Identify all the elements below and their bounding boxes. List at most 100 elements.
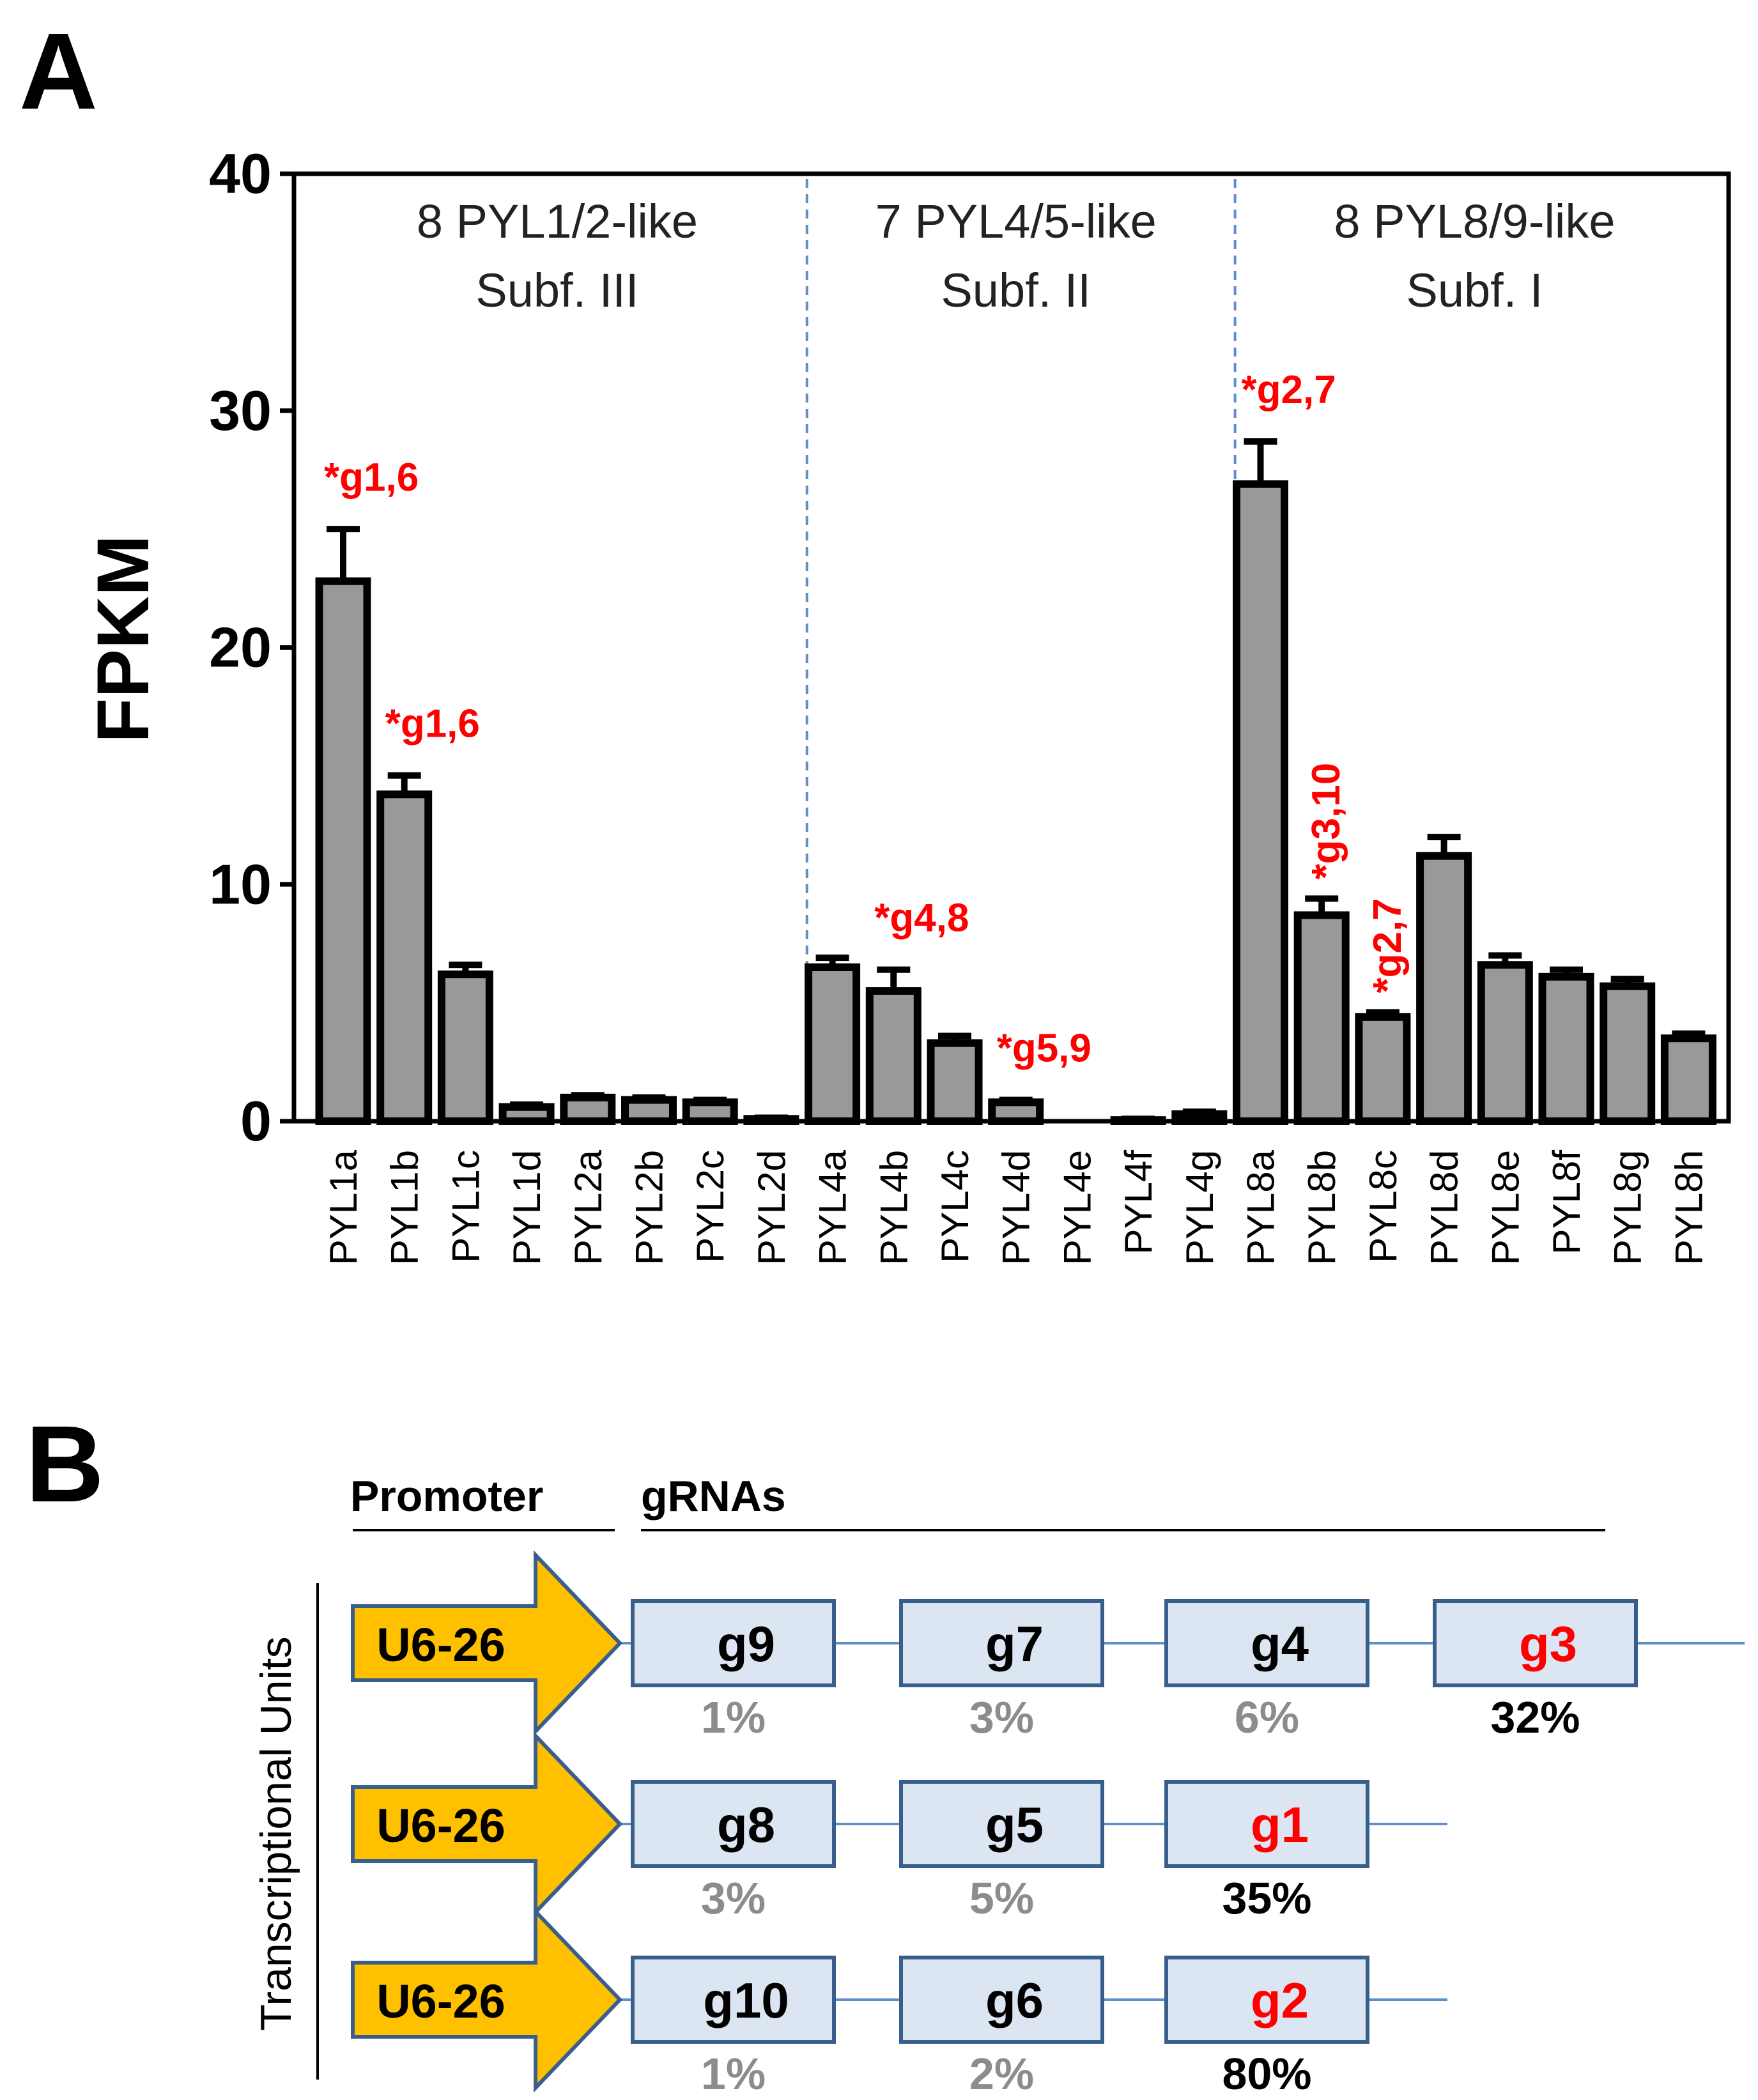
bar-PYL8c [1355,1013,1411,1125]
promoter-label: U6-26 [376,1618,505,1671]
group-label-line2: Subf. III [475,264,638,317]
grna-label: g5 [985,1797,1044,1853]
bar-PYL8b [1293,911,1350,1125]
promoter-label: U6-26 [376,1799,505,1852]
y-tick-label: 20 [209,616,272,679]
bar-PYL1c [437,970,493,1126]
bar-PYL2a [560,1093,616,1126]
grna-label: g7 [985,1616,1044,1672]
bar-PYL8h [1660,1034,1716,1126]
grna-box-g7 [899,1599,1104,1687]
grna-label: g8 [717,1797,775,1853]
x-tick-label: PYL2a [567,1149,610,1265]
transcriptional-units: U6-26 g9 1% g7 3% g4 6% g3 32% U6-26 g8 3% g5 5% g1 35%… [351,1550,1745,2099]
x-tick-label: PYL4f [1117,1150,1160,1255]
x-tick-label: PYL8b [1300,1150,1343,1265]
x-tick-label: PYL1c [444,1150,487,1263]
grna-efficiency: 6% [1235,1692,1299,1742]
x-tick-label: PYL4c [934,1150,976,1263]
grna-box-g9 [631,1599,836,1687]
y-axis-label: FPKM [82,535,164,743]
grna-label: g3 [1519,1616,1577,1672]
x-tick-label: PYL4b [872,1150,915,1265]
grna-box-g8 [631,1780,836,1868]
x-tick-label: PYL8g [1607,1150,1649,1265]
bar-PYL2b [621,1096,677,1125]
x-tick-label: PYL8a [1240,1149,1283,1265]
bar-annotation: *g5,9 [997,1027,1091,1071]
grna-label: g4 [1251,1616,1309,1672]
x-tick-label: PYL8h [1667,1150,1710,1265]
grna-efficiency: 3% [701,1873,766,1923]
bar-annotation: *g1,6 [324,456,419,500]
x-tick-label: PYL1d [505,1150,548,1265]
bar-annotation: *g3,10 [1304,763,1348,880]
promoter-arrow [351,1731,623,1917]
grna-efficiency: 80% [1222,2049,1311,2099]
x-tick-label: PYL4e [1056,1150,1099,1265]
x-tick-label: PYL1a [322,1149,365,1265]
group-label-line1: 7 PYL4/5-like [875,195,1157,248]
bar-PYL8f [1538,972,1594,1126]
promoter-header: Promoter [350,1472,543,1521]
bar-PYL4g [1171,1110,1228,1125]
group-label-line2: Subf. II [941,264,1090,317]
grna-box-g5 [899,1780,1104,1868]
x-tick-label: PYL8d [1423,1150,1466,1265]
grna-efficiency: 3% [969,1692,1034,1742]
x-tick-label: PYL2d [750,1150,793,1265]
bar-PYL2c [682,1098,738,1125]
grnas-header: gRNAs [641,1472,786,1521]
x-tick-label: PYL8c [1362,1150,1405,1263]
bar-PYL4d [988,1098,1044,1125]
grna-label: g1 [1251,1797,1309,1853]
promoter-arrow [351,1906,623,2093]
x-tick-label: PYL2c [689,1150,732,1263]
x-tick-label: PYL8e [1484,1150,1527,1265]
grna-efficiency: 2% [969,2049,1034,2099]
x-tick-label: PYL8f [1545,1150,1588,1255]
group-label-line1: 8 PYL8/9-like [1334,195,1615,248]
promoter-label: U6-26 [376,1975,505,2028]
grna-efficiency: 32% [1490,1692,1580,1742]
grna-efficiency: 1% [701,2049,766,2099]
grna-efficiency: 1% [701,1692,766,1742]
transcriptional-units-label: Transcriptional Units [252,1636,300,2030]
grna-efficiency: 35% [1222,1873,1311,1923]
bar-PYL8g [1600,982,1656,1125]
y-tick-label: 30 [209,379,272,442]
x-tick-label: PYL4d [995,1150,1038,1265]
y-tick-label: 10 [209,852,272,916]
grna-box-g2 [1164,1956,1369,2044]
x-tick-label: PYL4g [1178,1150,1221,1265]
bar-PYL4a [805,963,861,1125]
x-tick-label: PYL2b [628,1150,671,1265]
panel-b-label: B [26,1404,104,1525]
promoter-arrow [351,1550,623,1736]
bar-annotation: *g4,8 [874,896,969,940]
bar-PYL8a [1233,480,1288,1125]
bar-annotation: *g1,6 [385,702,480,746]
bar-PYL8d [1416,852,1472,1125]
x-tick-label: PYL1b [383,1150,426,1265]
x-tick-label: PYL4a [812,1149,854,1265]
y-tick-label: 0 [240,1089,272,1153]
fpkm-bar-chart: 0 10 20 30 40 8 PYL1/2-like Subf. III 7 PYL4/5-… [209,142,1731,1265]
panel-a-label: A [19,11,98,132]
bar-PYL4b [865,987,921,1126]
group-label-line2: Subf. I [1406,264,1543,317]
grna-box-g10 [631,1956,836,2044]
bar-PYL1b [376,790,433,1125]
grna-efficiency: 5% [969,1873,1034,1923]
group-label-line1: 8 PYL1/2-like [417,195,698,248]
bar-PYL8e [1477,961,1533,1126]
bar-annotation: *g2,7 [1242,368,1336,412]
grna-box-g1 [1164,1780,1369,1868]
bar-PYL1a [315,577,371,1125]
grna-label: g10 [703,1972,789,2028]
bar-annotation: *g2,7 [1366,898,1410,993]
bar-PYL1d [498,1103,555,1126]
grna-label: g2 [1251,1972,1309,2028]
grna-label: g9 [717,1616,775,1672]
